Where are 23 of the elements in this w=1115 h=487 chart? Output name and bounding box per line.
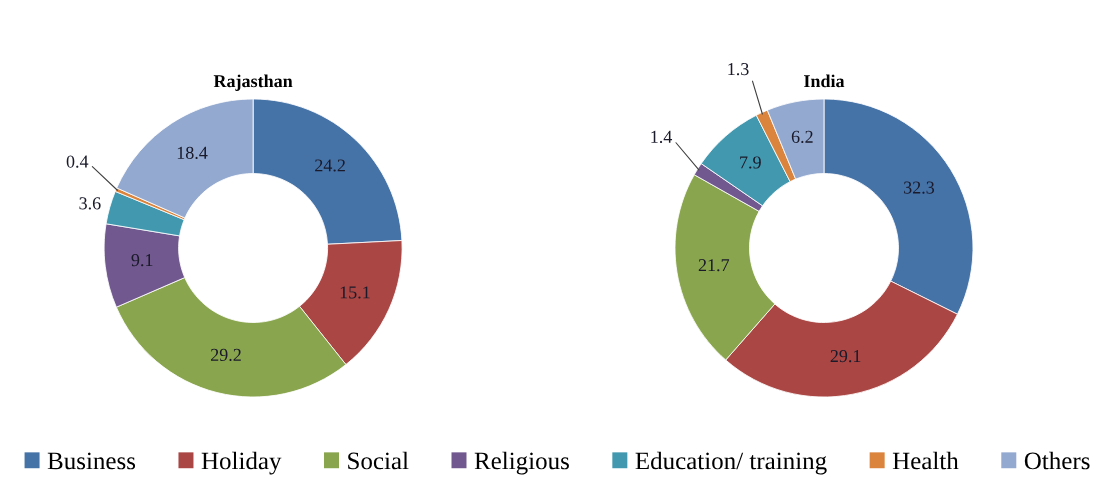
legend-label: Health [892, 451, 959, 470]
legend-label: Social [348, 451, 409, 470]
data-label: 32.3 [904, 181, 935, 194]
data-label: 1.3 [728, 63, 749, 76]
data-label: 29.1 [830, 350, 861, 363]
data-label: 18.4 [177, 146, 208, 159]
legend-label: Holiday [201, 451, 282, 475]
data-label: 7.9 [740, 156, 761, 169]
legend-label: Business [47, 452, 136, 470]
data-label: 6.2 [791, 130, 813, 143]
data-label: 9.1 [131, 254, 153, 267]
legend-label: Religious [474, 451, 569, 475]
data-label: 24.2 [315, 159, 345, 172]
legend-label: Education/ training [635, 451, 827, 475]
data-label: 3.6 [79, 197, 101, 210]
data-label: 1.4 [651, 130, 673, 143]
data-label: 21.7 [698, 259, 730, 272]
data-label: 29.2 [210, 348, 241, 362]
data-label: 15.1 [340, 286, 370, 299]
chart-title: Rajasthan [213, 74, 293, 91]
legend-label: Others [1024, 451, 1090, 470]
data-label: 0.4 [66, 155, 89, 168]
chart-title: India [804, 74, 845, 88]
